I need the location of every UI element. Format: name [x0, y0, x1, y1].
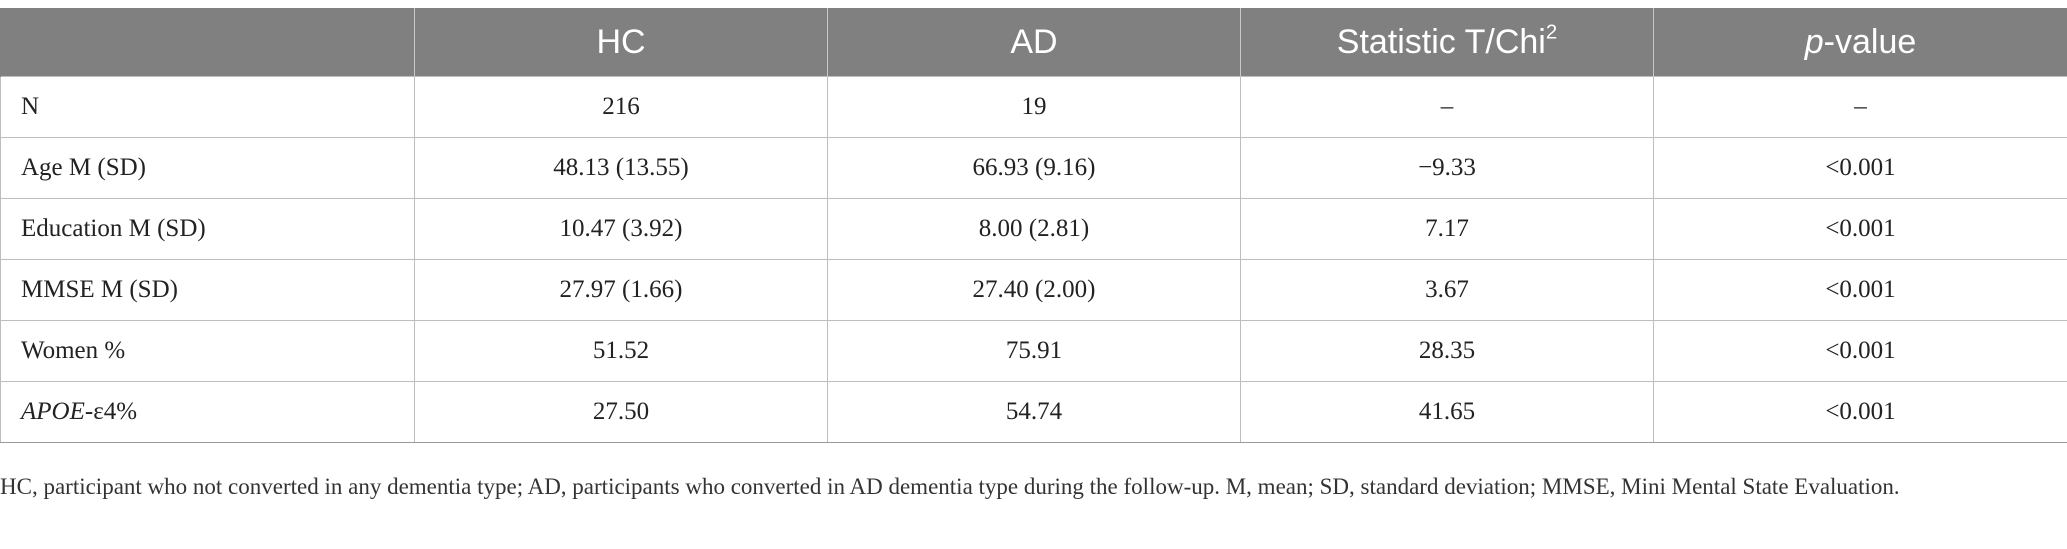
header-statistic: Statistic T/Chi2 — [1240, 8, 1654, 77]
table-footnote: HC, participant who not converted in any… — [0, 474, 1900, 499]
cell-statistic: 3.67 — [1240, 259, 1654, 321]
header-ad: AD — [827, 8, 1241, 77]
cell-statistic: 7.17 — [1240, 198, 1654, 260]
header-p-value: p-value — [1653, 8, 2067, 77]
demographics-table-container: HC AD Statistic T/Chi2 p-value N 216 19 … — [0, 8, 2067, 443]
table-row: Education M (SD) 10.47 (3.92) 8.00 (2.81… — [0, 198, 2067, 260]
table-row: Age M (SD) 48.13 (13.55) 66.93 (9.16) −9… — [0, 137, 2067, 199]
cell-ad: 8.00 (2.81) — [827, 198, 1241, 260]
header-p-italic: p — [1804, 22, 1824, 61]
row-label: MMSE M (SD) — [0, 259, 415, 321]
header-row: HC AD Statistic T/Chi2 p-value — [0, 8, 2067, 77]
cell-p-value: <0.001 — [1653, 259, 2067, 321]
table-row: N 216 19 – – — [0, 76, 2067, 138]
cell-ad: 27.40 (2.00) — [827, 259, 1241, 321]
cell-p-value: <0.001 — [1653, 381, 2067, 443]
cell-p-value: <0.001 — [1653, 320, 2067, 382]
cell-ad: 19 — [827, 76, 1241, 138]
cell-p-value: <0.001 — [1653, 198, 2067, 260]
cell-p-value: <0.001 — [1653, 137, 2067, 199]
row-label: APOE-ε4% — [0, 381, 415, 443]
row-label: Age M (SD) — [0, 137, 415, 199]
cell-hc: 10.47 (3.92) — [414, 198, 828, 260]
row-label: Education M (SD) — [0, 198, 415, 260]
cell-hc: 27.50 — [414, 381, 828, 443]
row-label-rest: -ε4% — [84, 398, 138, 425]
cell-hc: 48.13 (13.55) — [414, 137, 828, 199]
cell-hc: 216 — [414, 76, 828, 138]
cell-statistic: −9.33 — [1240, 137, 1654, 199]
row-label: Women % — [0, 320, 415, 382]
row-label: N — [0, 76, 415, 138]
header-hc: HC — [414, 8, 828, 77]
cell-hc: 27.97 (1.66) — [414, 259, 828, 321]
cell-p-value: – — [1653, 76, 2067, 138]
cell-statistic: 41.65 — [1240, 381, 1654, 443]
table-row: APOE-ε4% 27.50 54.74 41.65 <0.001 — [0, 381, 2067, 443]
cell-ad: 54.74 — [827, 381, 1241, 443]
header-statistic-superscript: 2 — [1545, 21, 1558, 44]
demographics-table: HC AD Statistic T/Chi2 p-value N 216 19 … — [0, 8, 2067, 443]
header-statistic-text: Statistic T/Chi — [1336, 22, 1546, 61]
header-p-rest: -value — [1823, 22, 1917, 61]
cell-statistic: – — [1240, 76, 1654, 138]
table-row: Women % 51.52 75.91 28.35 <0.001 — [0, 320, 2067, 382]
table-header: HC AD Statistic T/Chi2 p-value — [0, 8, 2067, 77]
header-empty — [0, 8, 415, 77]
table-body: N 216 19 – – Age M (SD) 48.13 (13.55) 66… — [0, 76, 2067, 443]
table-row: MMSE M (SD) 27.97 (1.66) 27.40 (2.00) 3.… — [0, 259, 2067, 321]
cell-hc: 51.52 — [414, 320, 828, 382]
cell-ad: 75.91 — [827, 320, 1241, 382]
cell-statistic: 28.35 — [1240, 320, 1654, 382]
row-label-italic: APOE — [21, 398, 85, 425]
cell-ad: 66.93 (9.16) — [827, 137, 1241, 199]
